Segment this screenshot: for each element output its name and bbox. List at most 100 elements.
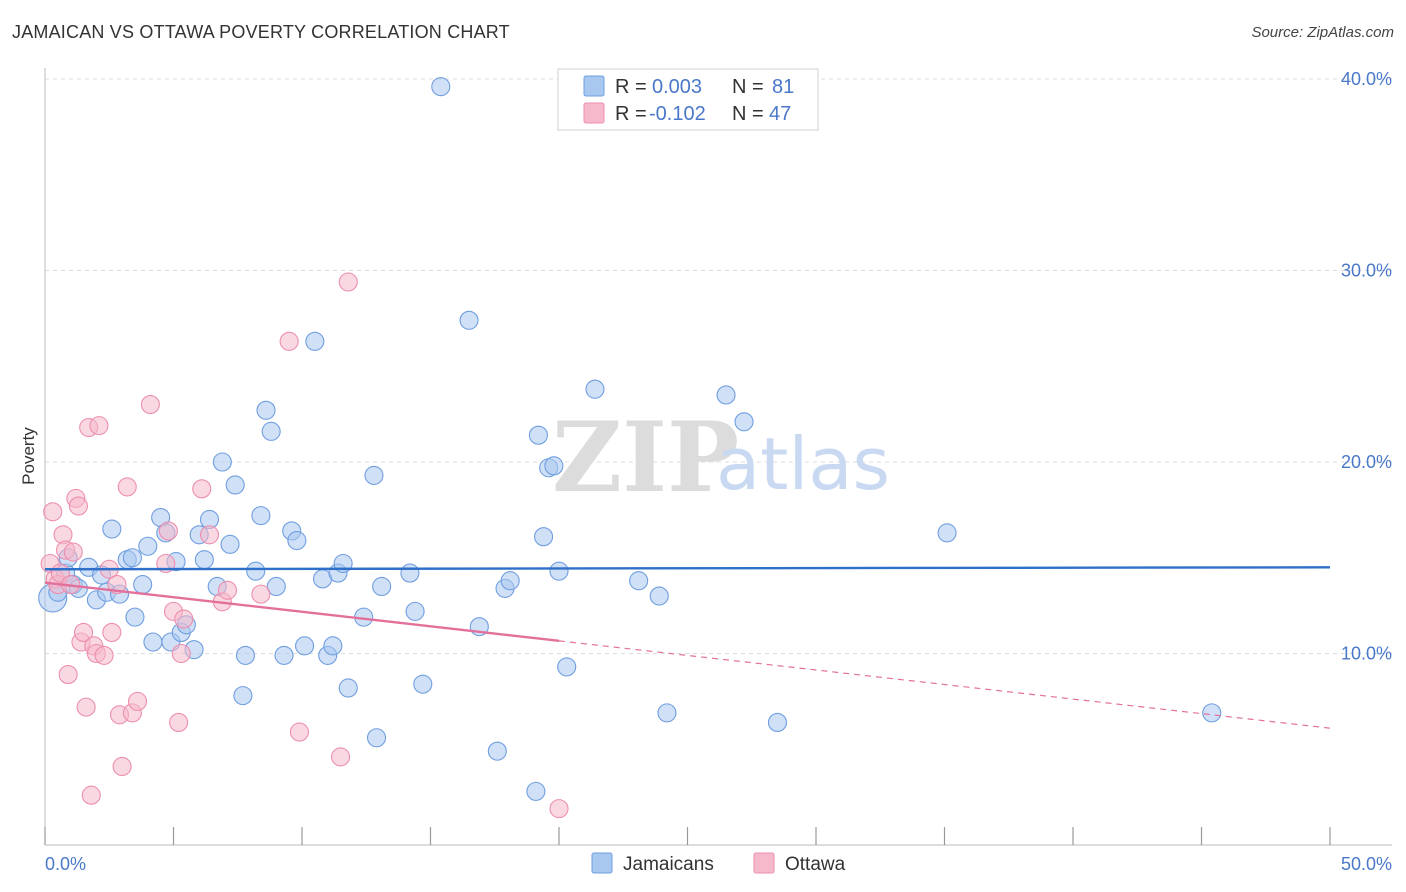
- series-legend: Jamaicans Ottawa: [591, 852, 846, 875]
- point-jamaicans-29: [212, 452, 232, 472]
- trend-line-jamaicans: [44, 566, 1331, 571]
- point-jamaicans-71: [629, 571, 649, 591]
- point-ottawa-45: [549, 799, 569, 819]
- point-ottawa-36: [192, 479, 212, 499]
- point-ottawa-37: [199, 525, 220, 545]
- point-ottawa-7: [58, 665, 78, 685]
- stats-legend: R = 0.003 N = 81 R = -0.102 N = 47: [557, 68, 819, 131]
- legend-n-label-ottawa: N =: [732, 103, 764, 125]
- point-ottawa-31: [158, 521, 178, 541]
- point-jamaicans-49: [338, 678, 358, 698]
- point-jamaicans-74: [716, 385, 736, 405]
- point-jamaicans-34: [246, 561, 266, 581]
- point-jamaicans-68: [549, 561, 569, 581]
- point-jamaicans-53: [372, 576, 392, 597]
- legend-swatch-ottawa: [583, 102, 605, 124]
- point-jamaicans-14: [125, 607, 145, 627]
- point-jamaicans-31: [225, 475, 245, 495]
- series-legend-swatch-jamaicans: [591, 852, 613, 874]
- point-jamaicans-17: [143, 632, 163, 652]
- y-tick-label-2: 30.0%: [1341, 261, 1392, 281]
- watermark-atlas: atlas: [716, 422, 890, 506]
- point-ottawa-28: [127, 691, 148, 711]
- point-jamaicans-70: [585, 379, 605, 399]
- point-ottawa-44: [338, 272, 358, 292]
- point-jamaicans-16: [138, 536, 158, 556]
- watermark-zip: ZIP: [552, 401, 739, 514]
- point-ottawa-26: [117, 477, 137, 497]
- axes: [44, 68, 1392, 846]
- legend-r-value-jamaicans: 0.003: [652, 76, 702, 98]
- watermark: ZIP atlas: [552, 401, 890, 514]
- data-points: [38, 77, 1222, 819]
- point-jamaicans-56: [413, 674, 433, 694]
- point-ottawa-23: [107, 575, 127, 595]
- point-jamaicans-13: [122, 548, 142, 568]
- legend-n-label-jamaicans: N =: [732, 76, 764, 98]
- tick-labels: 10.0% 20.0% 30.0% 40.0% 0.0% 50.0%: [45, 69, 1392, 874]
- point-ottawa-16: [81, 785, 101, 805]
- point-jamaicans-75: [734, 412, 754, 432]
- point-ottawa-13: [74, 622, 94, 642]
- point-ottawa-14: [76, 697, 96, 717]
- trend-line-ottawa: [44, 581, 560, 643]
- legend-r-label-jamaicans: R =: [615, 76, 647, 98]
- legend-n-value-ottawa: 47: [769, 103, 791, 125]
- point-ottawa-35: [174, 609, 194, 629]
- point-jamaicans-72: [649, 586, 669, 606]
- chart-source: Source: ZipAtlas.com: [1251, 24, 1394, 41]
- chart-title: JAMAICAN VS OTTAWA POVERTY CORRELATION C…: [12, 22, 510, 42]
- point-jamaicans-60: [487, 741, 507, 761]
- x-tick-label-1: 50.0%: [1341, 854, 1392, 874]
- point-jamaicans-55: [405, 601, 425, 621]
- point-ottawa-34: [171, 643, 191, 664]
- point-jamaicans-43: [305, 331, 325, 351]
- point-jamaicans-54: [400, 563, 420, 583]
- point-jamaicans-37: [261, 421, 281, 441]
- point-jamaicans-38: [266, 576, 286, 597]
- point-ottawa-39: [217, 580, 238, 600]
- point-ottawa-42: [289, 722, 309, 742]
- series-legend-swatch-ottawa: [753, 852, 775, 874]
- legend-r-value-ottawa: -0.102: [649, 103, 706, 125]
- point-jamaicans-64: [528, 425, 548, 445]
- point-ottawa-1: [43, 502, 63, 522]
- point-jamaicans-41: [287, 530, 307, 551]
- grid-lines: [45, 78, 1392, 654]
- legend-r-label-ottawa: R =: [615, 103, 647, 125]
- trend-lines: [44, 566, 1331, 729]
- point-jamaicans-57: [431, 77, 451, 97]
- point-ottawa-33: [169, 712, 189, 732]
- point-jamaicans-10: [102, 519, 122, 539]
- point-jamaicans-39: [274, 645, 294, 665]
- legend-n-value-jamaicans: 81: [772, 76, 794, 98]
- point-ottawa-22: [102, 622, 122, 642]
- y-tick-label-1: 20.0%: [1341, 452, 1392, 472]
- point-ottawa-41: [279, 331, 299, 351]
- point-ottawa-40: [251, 584, 271, 604]
- y-tick-label-0: 10.0%: [1341, 644, 1392, 664]
- point-jamaicans-65: [534, 527, 554, 547]
- point-ottawa-11: [68, 496, 88, 516]
- series-legend-label-jamaicans: Jamaicans: [623, 854, 714, 875]
- series-legend-label-ottawa: Ottawa: [785, 854, 846, 875]
- point-ottawa-29: [140, 394, 160, 415]
- point-jamaicans-76: [767, 712, 788, 732]
- point-ottawa-20: [94, 645, 114, 665]
- point-jamaicans-35: [251, 506, 271, 526]
- legend-swatch-jamaicans: [583, 75, 605, 97]
- y-tick-label-3: 40.0%: [1341, 69, 1392, 89]
- point-jamaicans-46: [323, 636, 343, 656]
- point-jamaicans-52: [366, 728, 387, 748]
- point-jamaicans-51: [364, 465, 384, 485]
- point-jamaicans-15: [133, 575, 153, 595]
- point-jamaicans-42: [295, 636, 315, 656]
- point-jamaicans-26: [194, 550, 214, 570]
- point-jamaicans-78: [1202, 703, 1222, 723]
- point-ottawa-9: [63, 542, 83, 562]
- x-tick-label-0: 0.0%: [45, 854, 86, 874]
- point-jamaicans-32: [233, 686, 253, 706]
- point-jamaicans-69: [557, 657, 577, 677]
- point-jamaicans-62: [500, 571, 520, 591]
